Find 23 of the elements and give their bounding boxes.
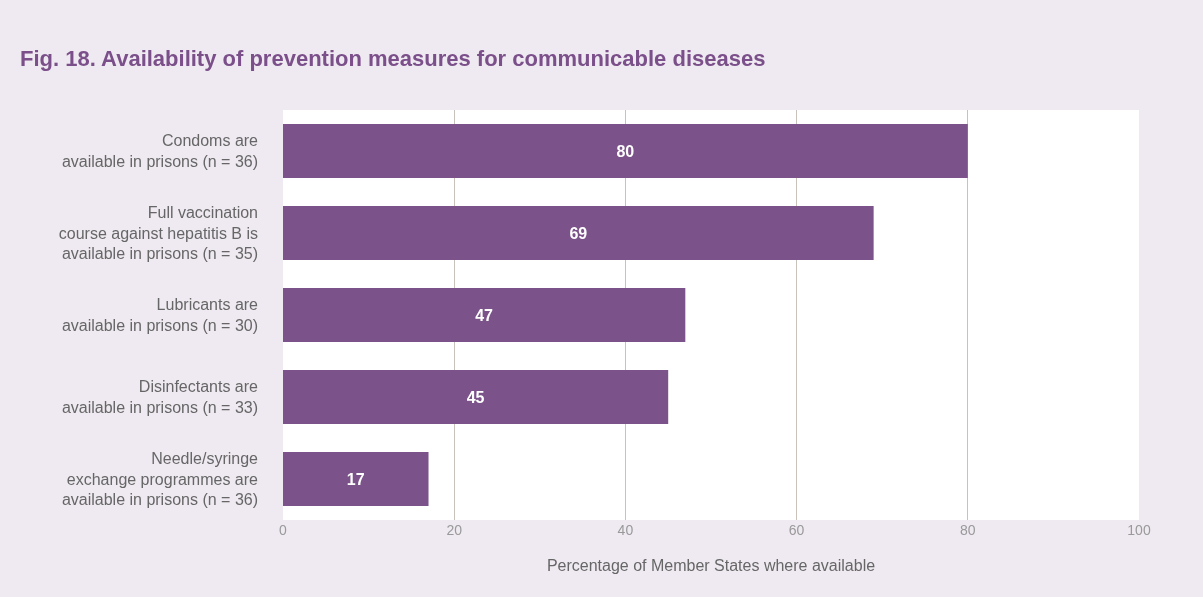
data-label: 17 bbox=[346, 470, 365, 488]
x-tick-label: 60 bbox=[788, 522, 805, 538]
bar bbox=[283, 451, 429, 507]
y-tick-label: Condoms are available in prisons (n = 36) bbox=[61, 132, 259, 170]
data-label: 69 bbox=[569, 224, 588, 242]
bar bbox=[283, 123, 968, 179]
data-label: 47 bbox=[475, 306, 494, 324]
chart-title: Fig. 18. Availability of prevention measures for communicable diseases bbox=[20, 45, 766, 71]
x-tick-label: 0 bbox=[279, 522, 288, 538]
x-tick-label: 20 bbox=[446, 522, 463, 538]
x-tick-label: 40 bbox=[617, 522, 634, 538]
x-tick-label: 100 bbox=[1127, 522, 1151, 538]
y-tick-label: Full vaccination course against hepatitis B is available in prisons (n = 35) bbox=[58, 203, 258, 263]
bar bbox=[283, 287, 686, 343]
bar bbox=[283, 205, 874, 261]
data-label: 80 bbox=[616, 142, 635, 160]
x-axis-title: Percentage of Member States where available bbox=[546, 556, 876, 574]
x-tick-label: 80 bbox=[960, 522, 976, 538]
data-label: 45 bbox=[466, 388, 485, 406]
y-tick-label: Needle/syringe exchange programmes are available in prisons (n = 36) bbox=[61, 449, 259, 509]
bar bbox=[283, 369, 669, 425]
y-tick-label: Lubricants are available in prisons (n = 30) bbox=[61, 296, 259, 334]
y-tick-label: Disinfectants are available in prisons (n = 33) bbox=[61, 378, 259, 416]
